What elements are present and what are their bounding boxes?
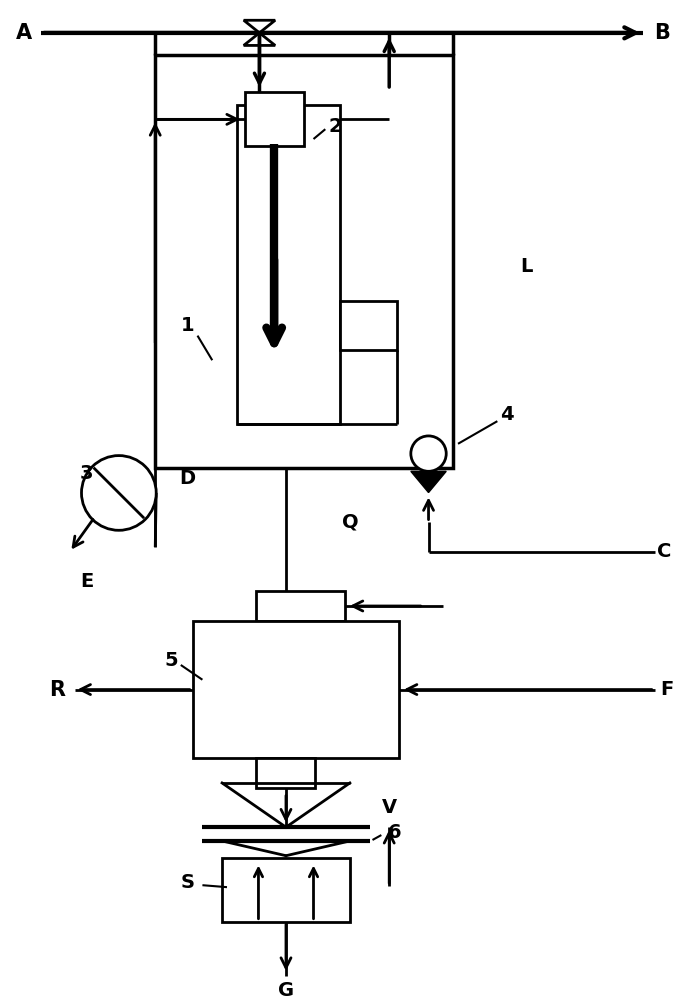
Text: 2: 2: [329, 117, 342, 136]
Bar: [340, 301, 397, 350]
Text: Q: Q: [342, 513, 358, 532]
Text: 1: 1: [181, 316, 195, 335]
Bar: [155, 55, 453, 468]
Circle shape: [82, 456, 156, 530]
Text: D: D: [180, 469, 196, 488]
Text: E: E: [80, 572, 93, 591]
Text: 6: 6: [388, 823, 401, 842]
Text: S: S: [180, 873, 195, 892]
Text: G: G: [278, 981, 294, 1000]
Text: B: B: [654, 23, 670, 43]
Text: R: R: [49, 680, 65, 700]
Text: A: A: [15, 23, 32, 43]
Polygon shape: [411, 471, 446, 493]
Bar: [245, 92, 304, 146]
Circle shape: [411, 436, 446, 471]
Text: 3: 3: [80, 464, 93, 483]
Text: V: V: [381, 798, 397, 817]
Bar: [257, 758, 316, 788]
Bar: [222, 858, 350, 922]
Text: L: L: [521, 257, 533, 276]
Text: 5: 5: [164, 651, 178, 670]
Text: 4: 4: [500, 405, 514, 424]
Bar: [257, 591, 345, 621]
Text: F: F: [660, 680, 673, 699]
Bar: [237, 105, 340, 424]
Text: C: C: [657, 542, 672, 561]
Bar: [193, 621, 399, 758]
